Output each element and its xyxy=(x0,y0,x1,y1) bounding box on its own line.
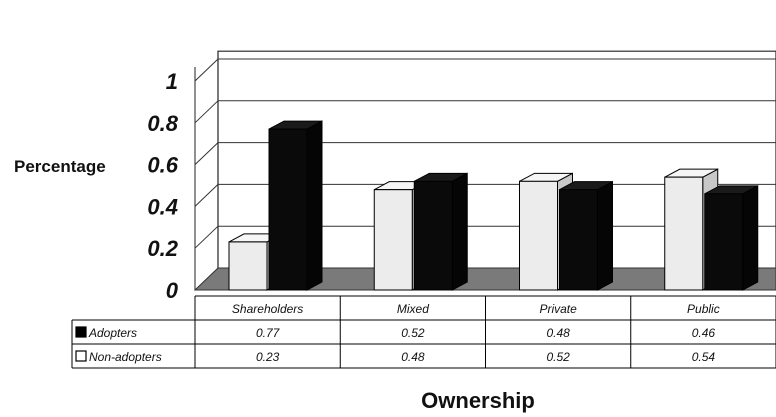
y-tick-label: 0 xyxy=(166,278,179,303)
gridline-side xyxy=(194,142,219,165)
x-axis-label: Ownership xyxy=(421,388,535,413)
data-label: 0.48 xyxy=(546,326,570,340)
data-label: 0.77 xyxy=(256,326,281,340)
data-label: 0.48 xyxy=(401,350,425,364)
gridline-side xyxy=(194,100,219,124)
legend-label: Adopters xyxy=(88,326,137,340)
bar-adopters-shareholders xyxy=(268,120,323,291)
bar-adopters-mixed xyxy=(413,172,468,291)
y-tick-label: 0.2 xyxy=(147,236,178,261)
bar-adopters-public xyxy=(704,185,759,291)
y-tick-label: 0.6 xyxy=(147,153,178,178)
back-wall-outline xyxy=(217,50,776,268)
x-tick-label: Shareholders xyxy=(232,302,303,316)
gridline-side xyxy=(194,225,219,249)
y-tick-label: 0.8 xyxy=(147,111,178,136)
gridline-side xyxy=(194,184,219,207)
data-label: 0.52 xyxy=(401,326,425,340)
chart-back-wall xyxy=(194,50,776,290)
y-axis-ticks: 0 0.2 0.4 0.6 0.8 1 xyxy=(147,69,178,303)
legend-swatch-non-adopters xyxy=(75,350,87,362)
x-tick-label: Mixed xyxy=(397,302,429,316)
bars xyxy=(228,120,759,291)
data-label: 0.23 xyxy=(256,350,280,364)
y-axis-label: Percentage xyxy=(14,157,106,176)
data-table: Shareholders Mixed Private Public Adopters 0.… xyxy=(71,295,776,369)
gridline-side xyxy=(194,58,219,82)
x-tick-label: Private xyxy=(539,302,577,316)
x-tick-label: Public xyxy=(687,302,720,316)
y-tick-label: 1 xyxy=(166,69,178,94)
data-label: 0.46 xyxy=(692,326,716,340)
data-label: 0.52 xyxy=(546,350,570,364)
legend-swatch-adopters xyxy=(75,326,87,338)
data-label: 0.54 xyxy=(692,350,716,364)
bar-adopters-private xyxy=(559,180,613,291)
legend-label: Non-adopters xyxy=(89,350,162,364)
y-tick-label: 0.4 xyxy=(147,194,178,219)
